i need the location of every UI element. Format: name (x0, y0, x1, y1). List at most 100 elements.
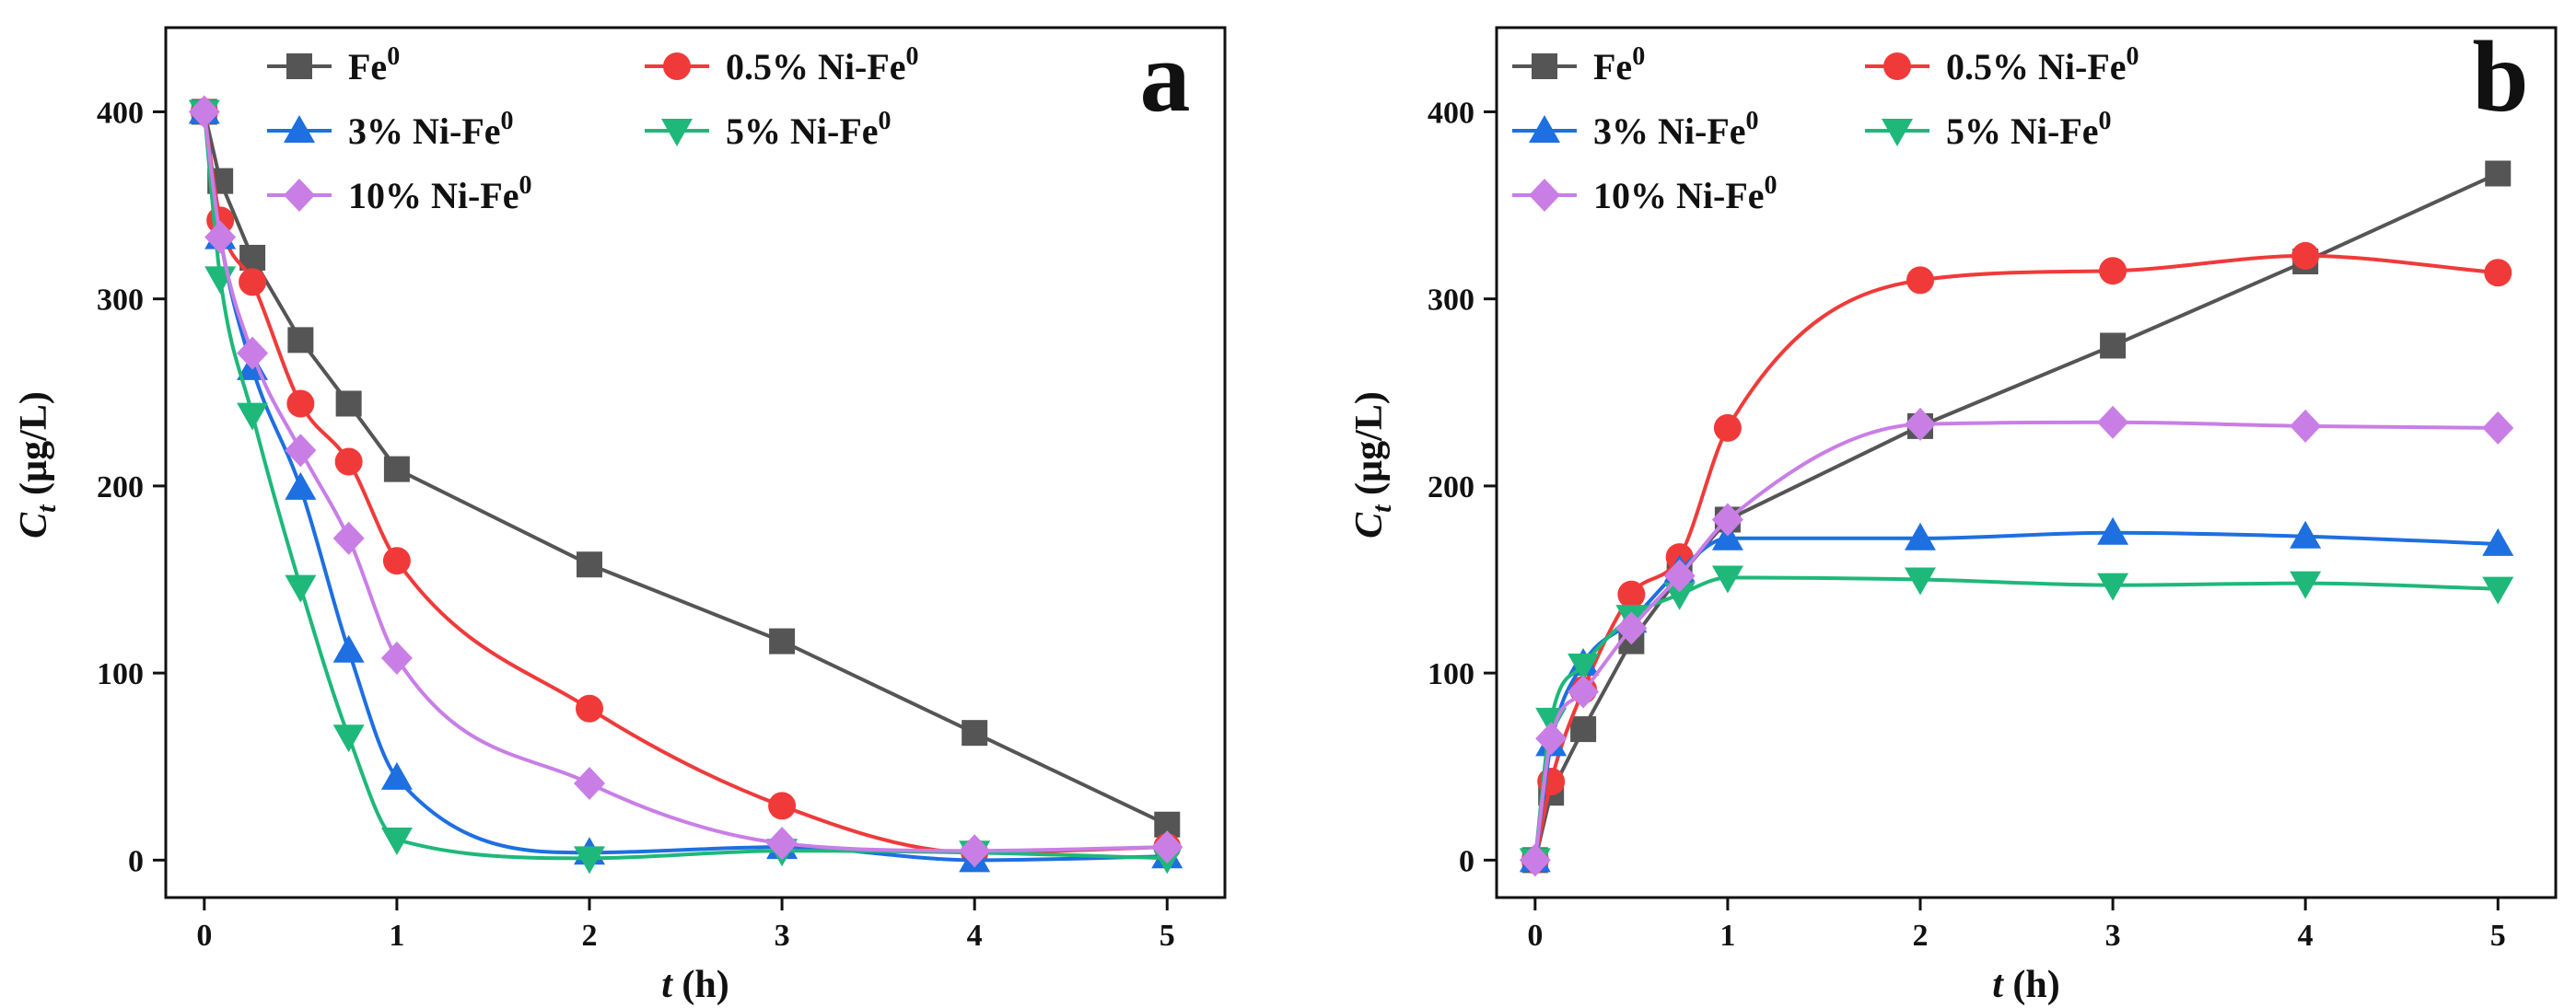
series-1 (1521, 241, 2512, 875)
data-point (574, 846, 605, 875)
x-tick-label: 0 (196, 919, 212, 953)
legend-label: 10% Ni-Fe0 (1593, 171, 1778, 216)
series-3 (1519, 565, 2514, 876)
data-point (2291, 241, 2320, 270)
y-axis-title: Ct (µg/L) (1348, 391, 1397, 539)
legend-marker (1529, 179, 1560, 212)
data-point (287, 327, 314, 353)
legend-label: Fe0 (348, 42, 400, 87)
legend-superscript: 0 (2099, 107, 2112, 135)
plot-frame (164, 26, 1227, 899)
legend-entry: 5% Ni-Fe0 (645, 107, 892, 152)
legend-marker (1882, 119, 1913, 146)
x-axis-var: t (1992, 964, 2004, 1006)
y-tick-label: 0 (1459, 844, 1474, 878)
data-point (285, 434, 317, 468)
legend-superscript: 0 (1632, 42, 1645, 71)
y-tick-label: 0 (128, 844, 144, 878)
data-point (380, 761, 413, 790)
data-point (2290, 571, 2322, 599)
data-point (1535, 722, 1568, 756)
legend-entry: 0.5% Ni-Fe0 (1865, 42, 2139, 87)
data-point (2484, 259, 2512, 287)
legend-name: 3% Ni-Fe (1593, 110, 1746, 152)
data-point (1663, 582, 1696, 610)
x-tick-label: 1 (1719, 919, 1735, 953)
legend-superscript: 0 (501, 107, 514, 135)
data-point (1519, 843, 1551, 877)
series-line (1533, 420, 2499, 861)
data-point (1713, 413, 1742, 442)
series-line (1533, 530, 2499, 861)
panel-label: b (2472, 20, 2528, 133)
legend-name: 0.5% Ni-Fe (1946, 46, 2127, 87)
legend-entry: 5% Ni-Fe0 (1865, 107, 2112, 152)
data-point (1617, 580, 1646, 608)
legend-label: 5% Ni-Fe0 (1946, 107, 2112, 152)
y-tick-label: 200 (97, 470, 144, 504)
series-line (1533, 171, 2500, 861)
series-4 (1519, 405, 2514, 877)
data-point (1905, 407, 1936, 441)
y-tick-label: 300 (1428, 284, 1474, 318)
legend-marker (663, 52, 691, 80)
y-axis-subscript: t (1367, 504, 1397, 513)
data-point (2099, 257, 2127, 285)
data-point (2482, 576, 2514, 605)
series-0 (1521, 160, 2512, 874)
y-axis-unit: (µg/L) (1348, 391, 1391, 504)
data-point (2482, 411, 2514, 445)
data-point (285, 471, 317, 500)
data-point (1711, 503, 1743, 537)
series-line (202, 111, 1169, 827)
legend-name: 3% Ni-Fe (348, 110, 501, 152)
data-point (188, 95, 220, 129)
y-tick-label: 400 (1428, 96, 1474, 130)
x-tick-label: 1 (389, 919, 404, 953)
data-point (577, 551, 602, 578)
data-point (2097, 405, 2129, 439)
data-point (285, 574, 317, 603)
x-tick-label: 5 (2490, 919, 2506, 953)
legend-superscript: 0 (906, 42, 919, 71)
y-axis-var: C (1348, 512, 1391, 539)
x-axis-unit: (h) (672, 964, 729, 1006)
data-point (335, 390, 362, 417)
legend-name: Fe (348, 46, 387, 87)
data-point (286, 389, 315, 418)
data-point (332, 634, 365, 663)
legend-name: Fe (1593, 46, 1632, 87)
data-point (1663, 559, 1696, 593)
legend-marker (1529, 115, 1560, 143)
data-point (2100, 332, 2127, 359)
legend-entry: Fe0 (1512, 42, 1645, 87)
data-point (334, 447, 363, 476)
x-tick-label: 2 (582, 919, 598, 953)
series-1 (190, 98, 1182, 867)
data-point (380, 641, 413, 675)
data-point (1568, 654, 1600, 681)
legend-name: 5% Ni-Fe (726, 110, 879, 152)
data-point (1570, 716, 1597, 743)
data-point (962, 720, 988, 747)
y-tick-label: 200 (1428, 470, 1474, 504)
series-3 (188, 99, 1183, 875)
legend-superscript: 0 (519, 171, 532, 200)
data-point (204, 220, 237, 254)
data-point (766, 827, 798, 861)
legend-entry: 0.5% Ni-Fe0 (645, 42, 919, 87)
x-axis-title: t (h) (661, 964, 729, 1006)
series-line (1533, 575, 2499, 861)
legend-marker (1883, 52, 1911, 80)
x-tick-label: 4 (967, 919, 983, 953)
legend-marker (661, 119, 693, 146)
data-point (1711, 522, 1743, 550)
legend-superscript: 0 (387, 42, 400, 71)
data-point (1905, 567, 1936, 596)
data-point (1905, 522, 1936, 550)
legend-entry: 3% Ni-Fe0 (267, 107, 514, 152)
legend-name: 0.5% Ni-Fe (726, 46, 906, 87)
data-point (380, 828, 413, 855)
